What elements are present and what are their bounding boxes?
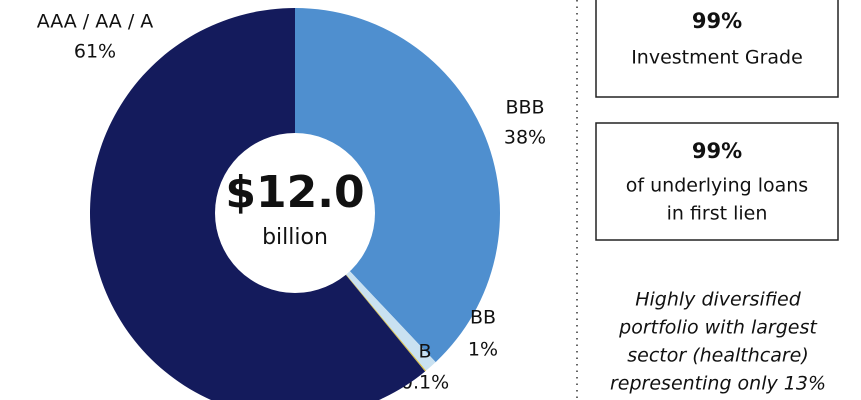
panel-value: 99% [692,9,742,33]
slice-value: 61% [74,41,116,63]
center-value: $12.0 [225,167,364,218]
panel-text: of underlying loans [626,175,808,197]
slice [295,8,500,363]
panel-box [595,0,839,98]
slice-label: BBB [505,97,544,119]
note: representing only 13% [610,373,826,395]
note: sector (healthcare) [627,345,809,367]
panel-text: Investment Grade [631,47,803,69]
panel-value: 99% [692,139,742,163]
slice-label: B [418,341,431,363]
note: portfolio with largest [618,317,818,339]
donut-hole [215,133,375,293]
slice-value: 38% [504,127,546,149]
slice-label: AAA / AA / A [37,11,154,33]
note: Highly diversified [635,289,801,311]
slice-label: BB [470,307,496,329]
center-unit: billion [262,225,328,250]
panel-text: in first lien [667,203,768,225]
slice-value: 1% [468,339,498,361]
panel-box [595,122,839,241]
